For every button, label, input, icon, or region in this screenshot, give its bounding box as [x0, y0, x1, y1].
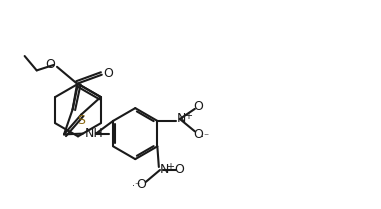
Text: S: S	[77, 115, 85, 127]
Text: NH: NH	[85, 127, 103, 140]
Text: N: N	[177, 112, 187, 125]
Text: N: N	[160, 163, 169, 176]
Text: O: O	[174, 163, 184, 176]
Text: +: +	[184, 111, 192, 121]
Text: O: O	[194, 100, 203, 113]
Text: O: O	[46, 59, 56, 71]
Text: O: O	[194, 128, 203, 141]
Text: O: O	[104, 68, 114, 80]
Text: ·⁻: ·⁻	[200, 132, 209, 142]
Text: ·⁻: ·⁻	[132, 181, 140, 191]
Text: +: +	[166, 162, 174, 172]
Text: O: O	[136, 178, 146, 191]
